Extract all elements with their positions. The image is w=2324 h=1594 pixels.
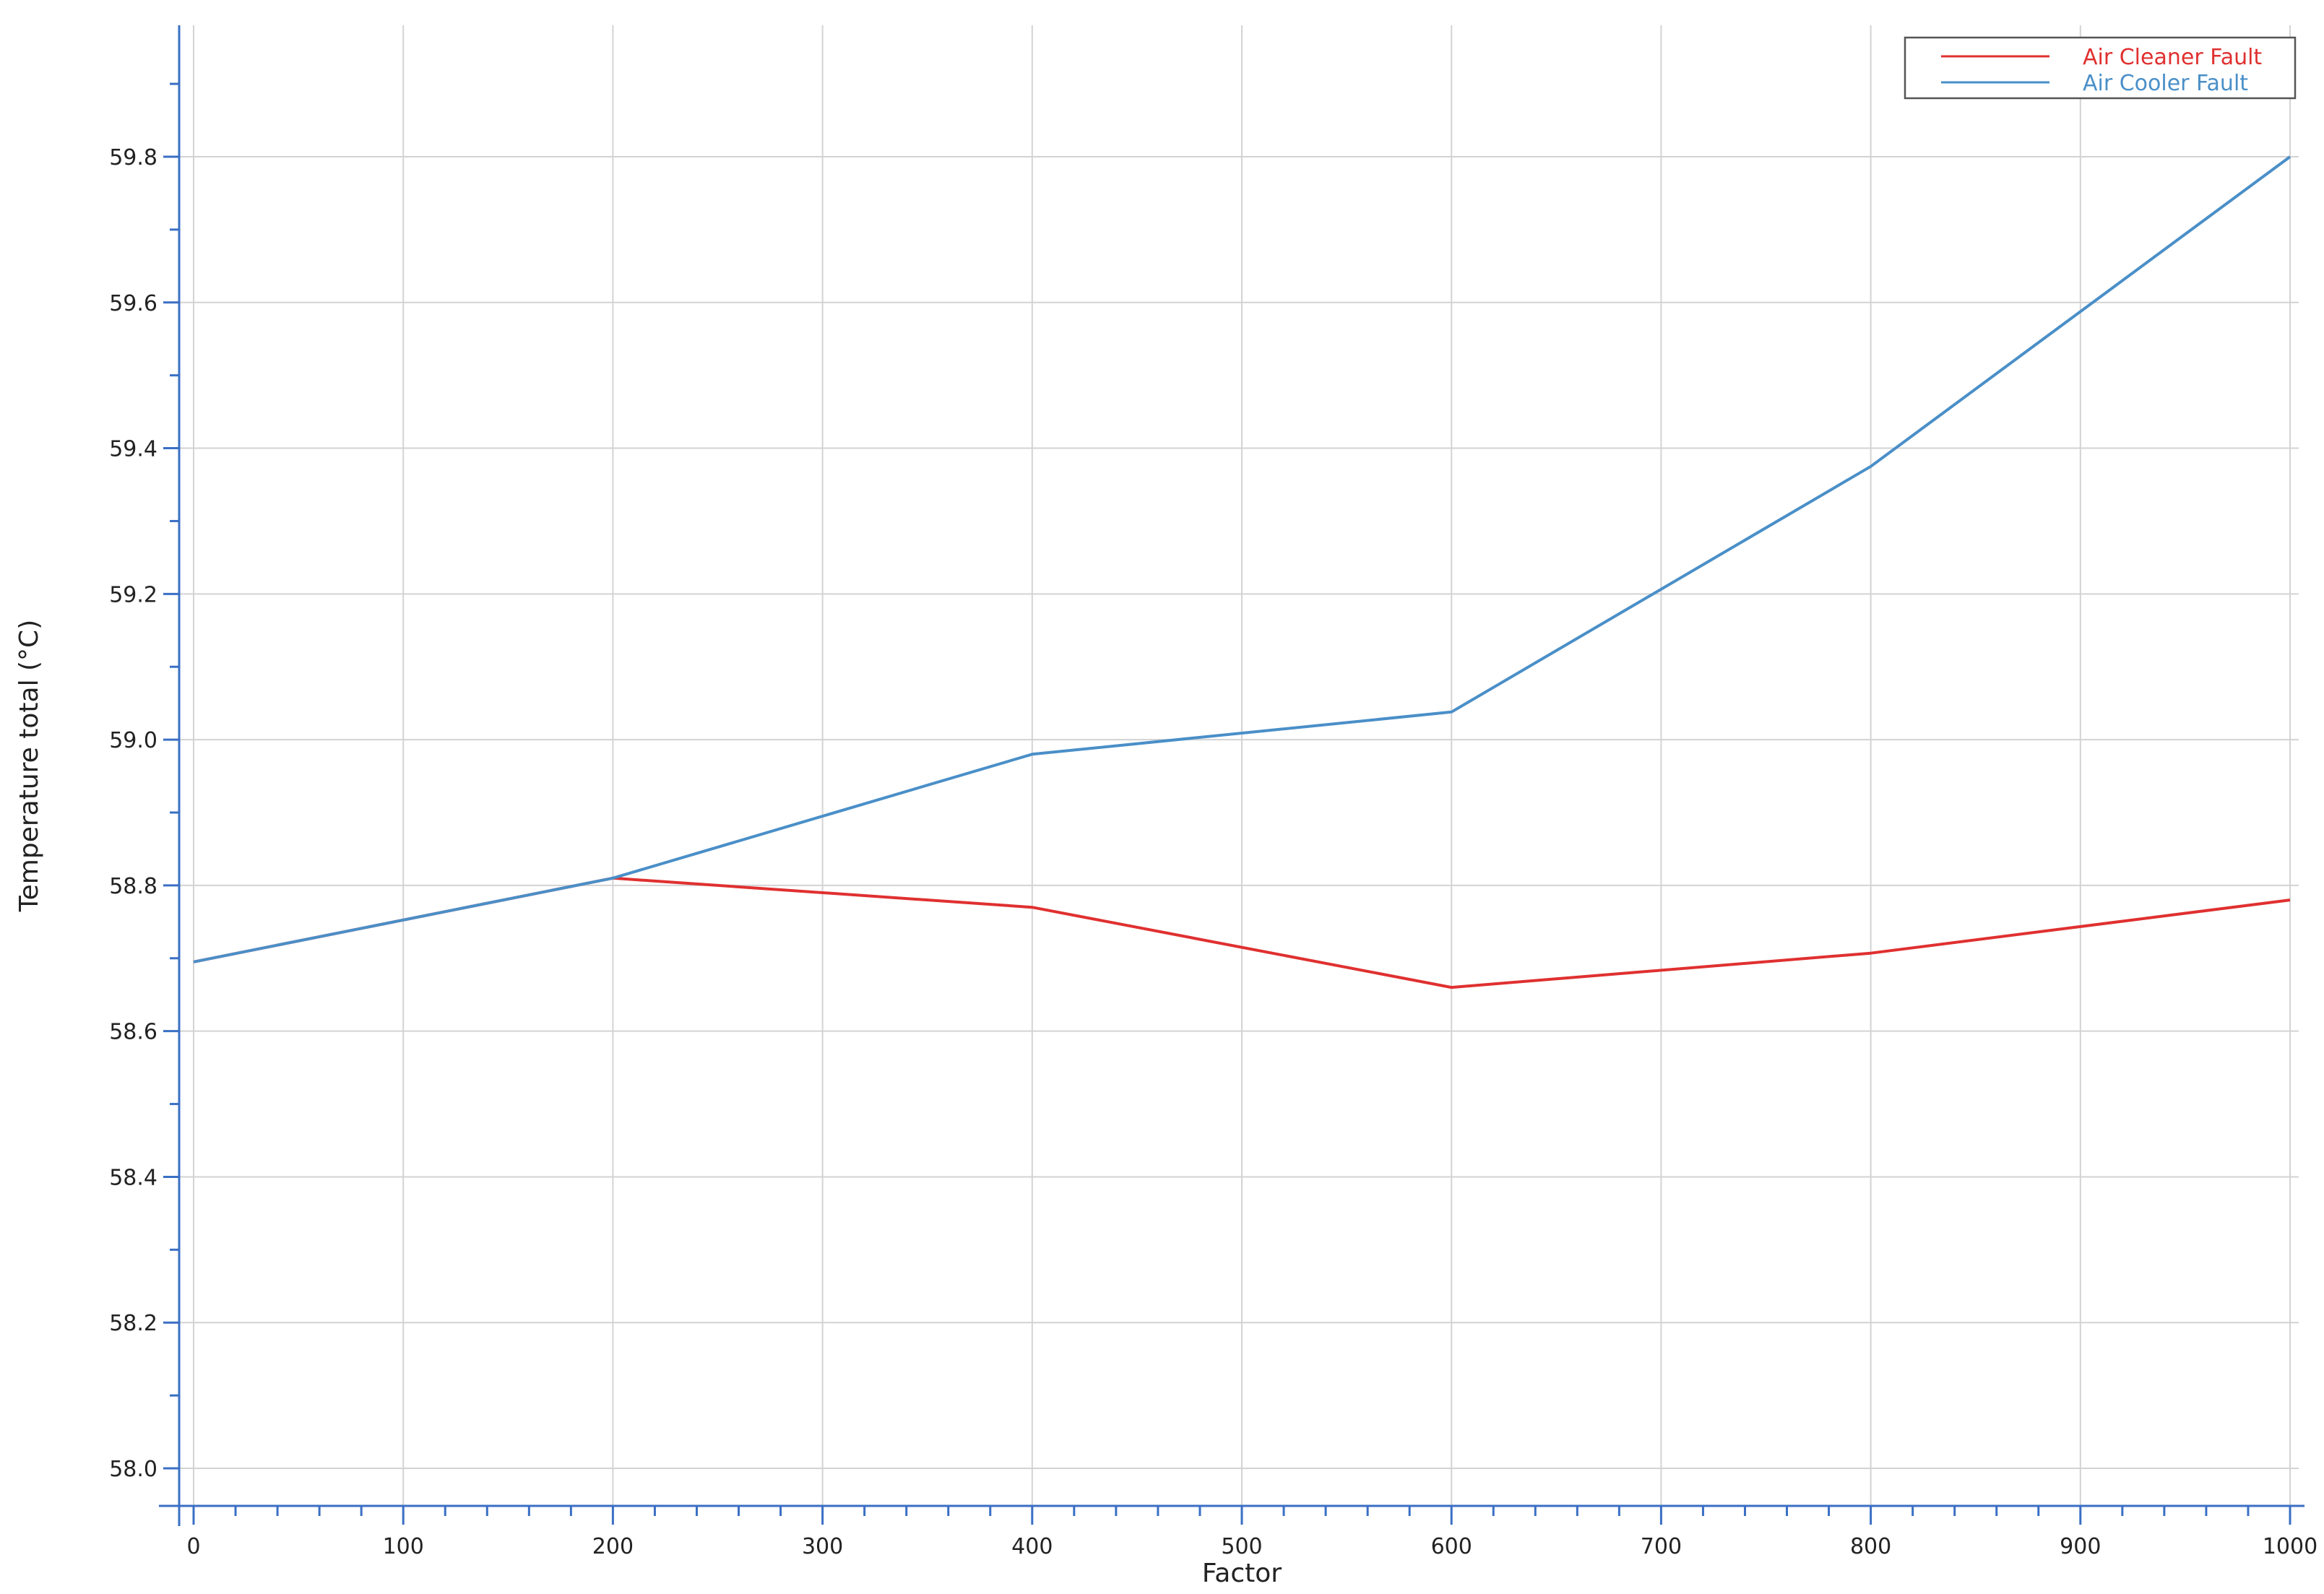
legend-label: Air Cleaner Fault <box>2083 45 2262 70</box>
y-tick-label: 59.4 <box>109 437 157 462</box>
data-point <box>1449 710 1453 714</box>
y-tick-label: 59.0 <box>109 728 157 753</box>
axes: 58.0 58.2 58.4 58.6 58.8 59.0 59.2 59.4 59.6 59.8… <box>109 25 2317 1559</box>
grid <box>179 25 2299 1506</box>
x-tick-label: 400 <box>1011 1534 1053 1559</box>
data-point <box>1449 985 1453 989</box>
data-point <box>2288 155 2292 159</box>
data-point <box>1869 951 1873 956</box>
series <box>191 155 2292 989</box>
data-point <box>2288 898 2292 902</box>
x-tick-label: 800 <box>1850 1534 1891 1559</box>
y-tick-label: 59.8 <box>109 145 157 170</box>
series-line-2 <box>193 155 2291 963</box>
y-tick-label: 58.6 <box>109 1020 157 1045</box>
y-tick-label: 58.8 <box>109 874 157 899</box>
data-point <box>1030 905 1034 909</box>
legend-frame <box>1904 36 2297 100</box>
x-axis-title: Factor <box>1202 1559 1282 1588</box>
x-tick-label: 1000 <box>2263 1534 2317 1559</box>
x-tick-label: 0 <box>186 1534 200 1559</box>
y-tick-label: 59.6 <box>109 291 157 316</box>
y-tick-label: 59.2 <box>109 582 157 607</box>
x-tick-label: 100 <box>383 1534 424 1559</box>
y-tick-label: 58.2 <box>109 1311 157 1336</box>
data-point <box>1869 464 1873 469</box>
x-tick-label: 300 <box>802 1534 843 1559</box>
x-tick-label: 600 <box>1431 1534 1472 1559</box>
x-tick-label: 900 <box>2060 1534 2101 1559</box>
data-point <box>1030 752 1034 756</box>
data-point <box>610 876 615 880</box>
y-tick-label: 58.0 <box>109 1457 157 1482</box>
x-tick-label: 700 <box>1641 1534 1682 1559</box>
y-axis-title: Temperature total (°C) <box>14 620 44 912</box>
legend-label: Air Cooler Fault <box>2083 71 2248 96</box>
x-tick-label: 200 <box>592 1534 634 1559</box>
y-tick-label: 58.4 <box>109 1165 157 1190</box>
data-point <box>191 960 196 964</box>
x-tick-label: 500 <box>1221 1534 1262 1559</box>
